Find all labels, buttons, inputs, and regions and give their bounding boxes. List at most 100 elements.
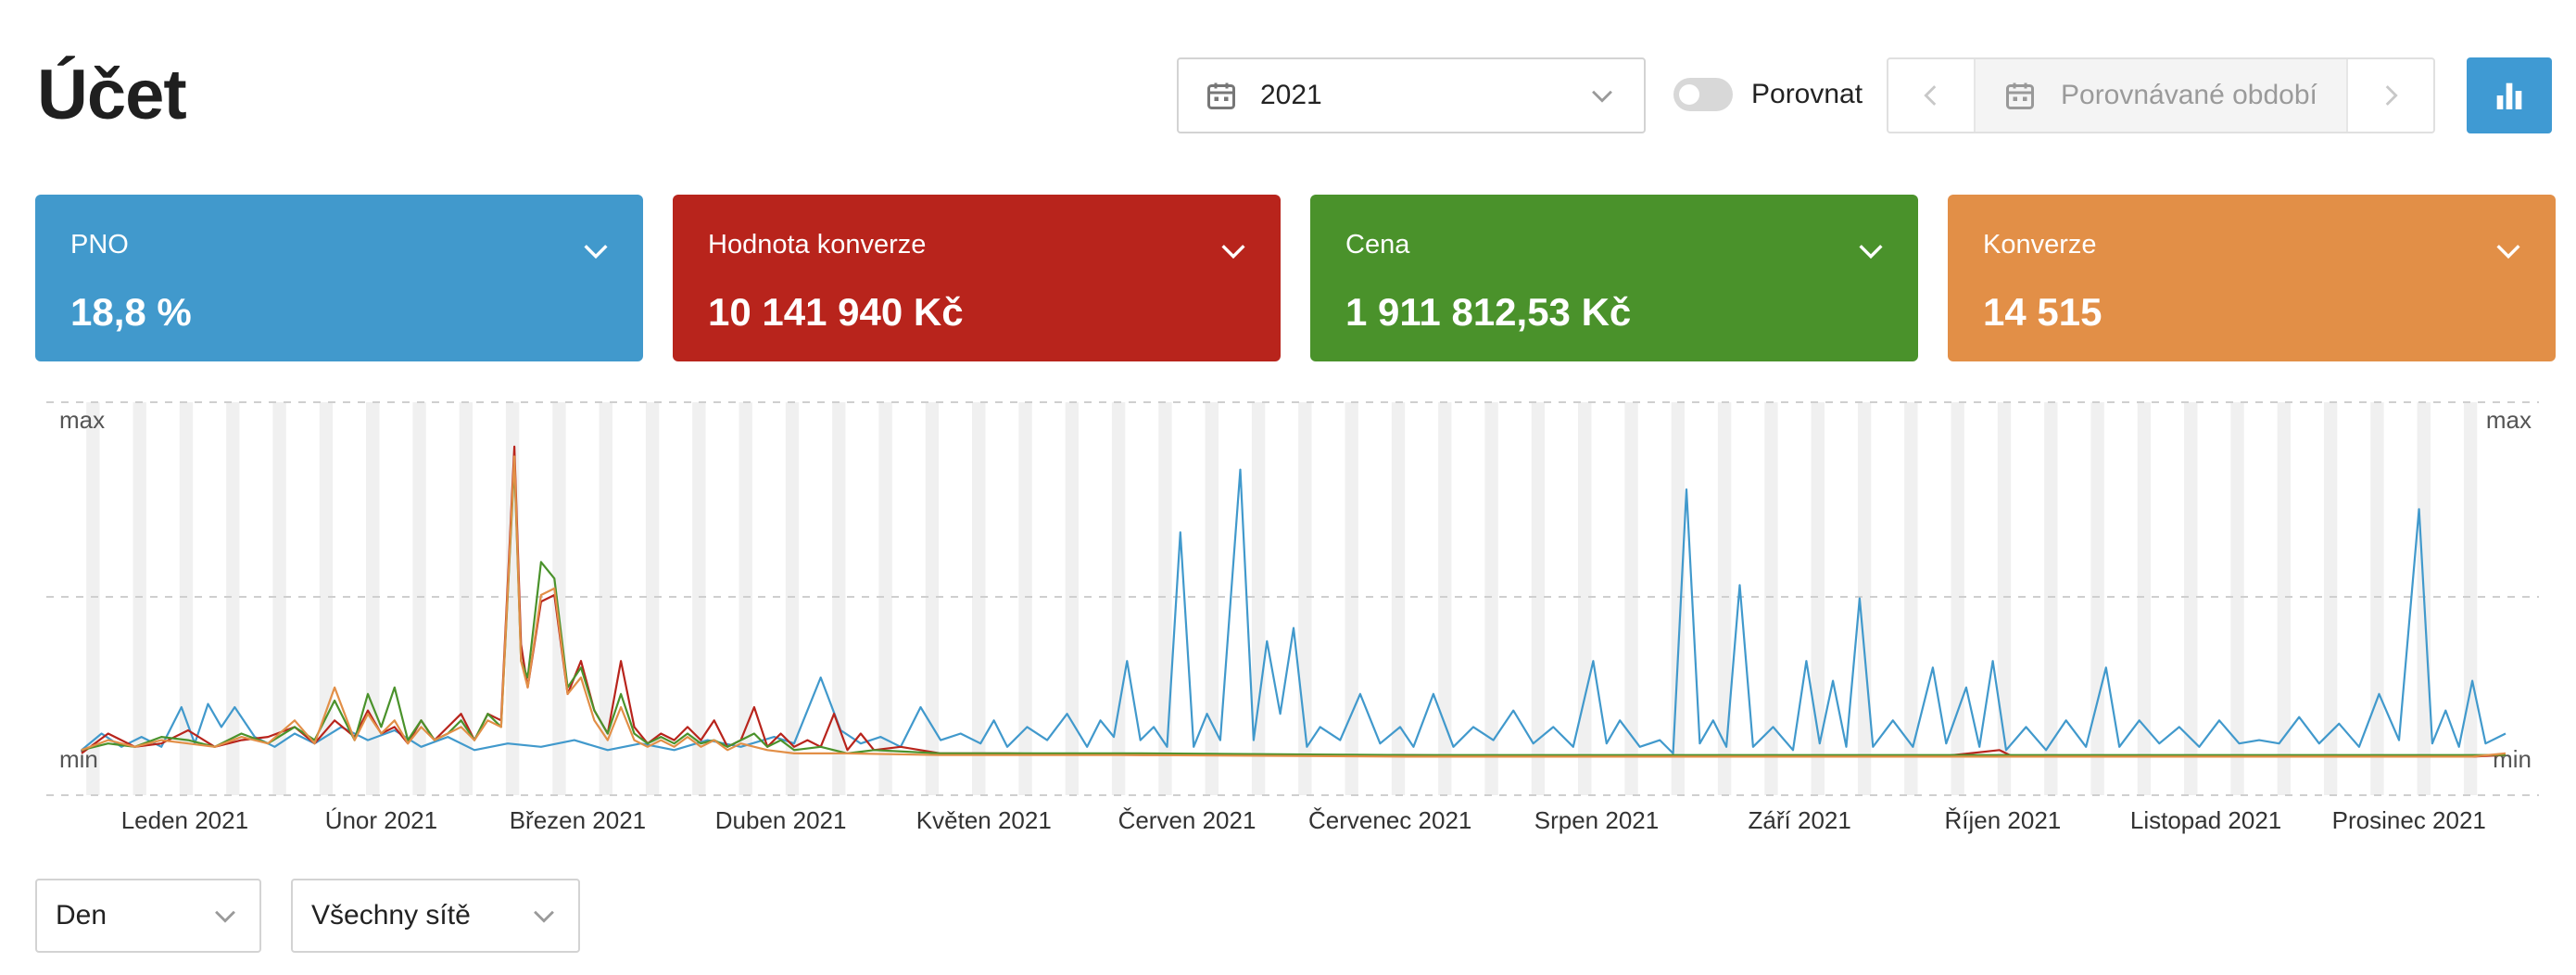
granularity-select[interactable]: Den [35, 879, 261, 953]
chart-view-button[interactable] [2467, 57, 2552, 133]
weekend-band [832, 402, 846, 795]
weekend-band [2230, 402, 2244, 795]
weekend-bands [86, 402, 2478, 795]
chevron-down-icon[interactable] [1218, 235, 1249, 267]
next-period-button[interactable] [2348, 59, 2433, 132]
weekend-band [1438, 402, 1452, 795]
network-select[interactable]: Všechny sítě [291, 879, 580, 953]
chevron-right-icon [2385, 85, 2398, 106]
year-select[interactable]: 2021 [1177, 57, 1646, 133]
metric-name: Cena [1345, 230, 1410, 260]
metric-name: Hodnota konverze [708, 230, 927, 260]
weekend-band [2137, 402, 2152, 795]
chevron-down-icon [215, 910, 235, 923]
x-axis-label: Leden 2021 [121, 806, 248, 834]
weekend-band [1671, 402, 1686, 795]
weekend-band [2090, 402, 2104, 795]
series-line-konverze[interactable] [81, 455, 2507, 758]
year-select-value: 2021 [1260, 80, 1322, 110]
weekend-band [1111, 402, 1126, 795]
chevron-down-icon [1592, 90, 1612, 103]
weekend-band [878, 402, 892, 795]
metric-card-konverze[interactable]: Konverze 14 515 [1948, 195, 2556, 361]
weekend-band [972, 402, 986, 795]
metric-card-hodnota-konverze[interactable]: Hodnota konverze 10 141 940 Kč [673, 195, 1281, 361]
metric-value: 14 515 [1983, 290, 2102, 334]
weekend-band [1018, 402, 1032, 795]
previous-period-button[interactable] [1888, 59, 1974, 132]
timeseries-chart[interactable]: max min max min Leden 2021 Únor 2021 Březe… [37, 389, 2539, 853]
x-axis-label: Červenec 2021 [1308, 806, 1471, 834]
calendar-icon [1207, 82, 1235, 109]
x-axis-label: Září 2021 [1749, 806, 1851, 834]
weekend-band [1717, 402, 1732, 795]
weekend-band [1951, 402, 1964, 795]
granularity-select-value: Den [56, 900, 107, 931]
weekend-band [1345, 402, 1358, 795]
weekend-band [645, 402, 660, 795]
toggle-knob [1679, 84, 1699, 105]
weekend-band [692, 402, 706, 795]
weekend-band [1158, 402, 1172, 795]
weekend-band [2044, 402, 2058, 795]
weekend-band [1484, 402, 1498, 795]
series-line-pno[interactable] [81, 468, 2507, 754]
weekend-band [2463, 402, 2478, 795]
weekend-band [226, 402, 240, 795]
weekend-band [1578, 402, 1592, 795]
metric-card-cena[interactable]: Cena 1 911 812,53 Kč [1310, 195, 1918, 361]
metric-value: 10 141 940 Kč [708, 290, 964, 334]
metric-name: PNO [70, 230, 129, 260]
chevron-down-icon[interactable] [580, 235, 612, 267]
chevron-down-icon [534, 910, 554, 923]
x-axis-label: Březen 2021 [510, 806, 646, 834]
weekend-band [133, 402, 146, 795]
compare-toggle[interactable] [1673, 78, 1733, 111]
x-axis-label: Říjen 2021 [1945, 806, 2062, 834]
weekend-band [739, 402, 752, 795]
weekend-band [1997, 402, 2012, 795]
weekend-band [412, 402, 426, 795]
chevron-down-icon[interactable] [1855, 235, 1887, 267]
weekend-band [1065, 402, 1080, 795]
weekend-band [459, 402, 474, 795]
weekend-band [2370, 402, 2384, 795]
x-axis-label: Srpen 2021 [1534, 806, 1659, 834]
weekend-band [1391, 402, 1406, 795]
y-axis-min-label: min [59, 745, 98, 773]
y-axis-max-label: max [59, 406, 105, 434]
weekend-band [179, 402, 194, 795]
chevron-left-icon [1924, 85, 1937, 106]
weekend-band [1904, 402, 1918, 795]
compare-period-field[interactable]: Porovnávané období [1974, 59, 2348, 132]
weekend-band [925, 402, 940, 795]
page-title: Účet [37, 56, 187, 134]
compare-period-picker: Porovnávané období [1887, 57, 2435, 133]
bar-chart-icon [2496, 82, 2522, 109]
y-axis-right-max-label: max [2486, 406, 2532, 434]
x-axis-label: Únor 2021 [325, 806, 437, 834]
chevron-down-icon[interactable] [2493, 235, 2524, 267]
compare-label: Porovnat [1751, 79, 1863, 109]
calendar-icon [2006, 82, 2034, 109]
x-axis-label: Prosinec 2021 [2332, 806, 2486, 834]
weekend-band [272, 402, 286, 795]
x-axis-label: Červen 2021 [1118, 806, 1256, 834]
weekend-band [1531, 402, 1546, 795]
metric-name: Konverze [1983, 230, 2097, 260]
weekend-band [2323, 402, 2338, 795]
metric-value: 18,8 % [70, 290, 192, 334]
metric-card-pno[interactable]: PNO 18,8 % [35, 195, 643, 361]
weekend-band [1205, 402, 1219, 795]
x-axis-label: Květen 2021 [916, 806, 1052, 834]
weekend-band [319, 402, 334, 795]
x-axis-labels: Leden 2021 Únor 2021 Březen 2021 Duben 2021… [121, 806, 2486, 834]
weekend-band [1811, 402, 1825, 795]
weekend-band [1764, 402, 1778, 795]
compare-period-placeholder: Porovnávané období [2061, 80, 2317, 110]
x-axis-label: Listopad 2021 [2130, 806, 2281, 834]
weekend-band [1251, 402, 1266, 795]
weekend-band [2184, 402, 2198, 795]
weekend-band [552, 402, 566, 795]
y-axis-right-min-label: min [2493, 745, 2532, 773]
